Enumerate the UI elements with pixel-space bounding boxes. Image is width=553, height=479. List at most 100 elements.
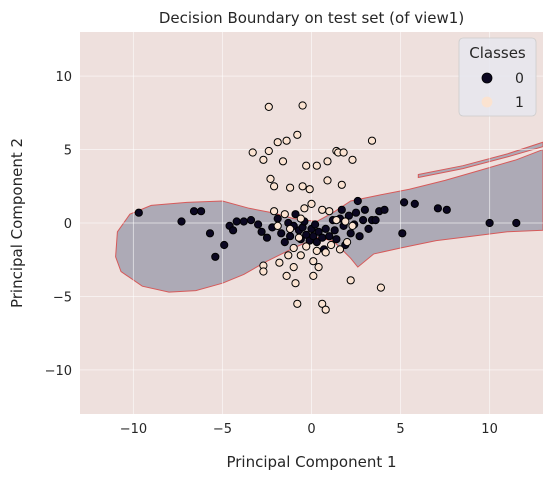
point-class-1 — [343, 238, 352, 247]
point-class-1 — [321, 305, 330, 314]
point-class-0 — [211, 252, 220, 261]
point-class-1 — [341, 217, 350, 226]
point-class-1 — [264, 146, 273, 156]
point-class-1 — [284, 251, 293, 260]
point-class-0 — [321, 224, 330, 233]
x-tick-label: 10 — [481, 422, 498, 437]
point-class-0 — [344, 211, 353, 220]
legend-label-class-1: 1 — [515, 95, 524, 111]
legend-title: Classes — [469, 44, 526, 62]
point-class-1 — [325, 207, 334, 216]
point-class-1 — [309, 271, 318, 280]
point-class-1 — [270, 207, 279, 216]
point-class-1 — [348, 155, 357, 164]
point-class-0 — [337, 205, 346, 214]
scatter-points — [134, 101, 521, 314]
y-tick-label: −10 — [45, 364, 72, 379]
legend-label-class-0: 0 — [515, 71, 524, 87]
point-class-1 — [296, 214, 305, 223]
x-tick-label: 5 — [396, 422, 404, 437]
point-class-1 — [248, 148, 257, 157]
point-class-0 — [314, 227, 323, 236]
point-class-1 — [318, 205, 327, 214]
point-class-0 — [400, 198, 409, 207]
point-class-1 — [339, 148, 348, 157]
legend: Classes 0 1 — [458, 37, 537, 117]
point-class-0 — [189, 207, 199, 216]
y-axis-label: Principal Component 2 — [8, 138, 26, 308]
point-class-1 — [286, 224, 295, 233]
point-class-1 — [273, 138, 282, 147]
point-class-0 — [291, 210, 300, 219]
point-class-1 — [289, 243, 298, 253]
point-class-0 — [371, 216, 380, 225]
point-class-1 — [332, 216, 341, 225]
point-class-1 — [305, 185, 314, 194]
point-class-1 — [314, 263, 323, 272]
class-0-region-sliver — [417, 141, 543, 179]
point-class-0 — [330, 226, 339, 235]
point-class-0 — [360, 205, 369, 214]
point-class-0 — [398, 229, 407, 238]
legend-marker-class-1 — [481, 96, 493, 108]
point-class-1 — [282, 271, 291, 280]
point-class-0 — [286, 232, 295, 241]
point-class-0 — [134, 208, 143, 217]
point-class-0 — [277, 229, 286, 238]
x-tick-label: 0 — [307, 422, 315, 437]
point-class-0 — [280, 238, 289, 247]
point-class-0 — [197, 207, 206, 216]
point-class-1 — [286, 183, 295, 192]
point-class-1 — [312, 161, 321, 170]
point-class-0 — [262, 233, 272, 242]
point-class-0 — [254, 220, 263, 229]
point-class-1 — [273, 221, 282, 230]
point-class-1 — [259, 155, 268, 164]
point-class-1 — [293, 299, 302, 308]
point-class-0 — [177, 217, 186, 226]
point-class-1 — [323, 176, 332, 185]
point-class-1 — [318, 299, 327, 308]
point-class-0 — [232, 217, 241, 226]
point-class-1 — [282, 136, 291, 145]
point-class-1 — [337, 180, 346, 189]
point-class-1 — [346, 276, 355, 285]
point-class-0 — [355, 232, 364, 241]
point-class-0 — [312, 238, 321, 247]
point-class-1 — [264, 102, 273, 112]
point-class-0 — [309, 232, 318, 241]
point-class-1 — [312, 246, 321, 255]
point-class-1 — [298, 182, 307, 191]
point-class-0 — [229, 226, 238, 235]
point-class-1 — [300, 204, 309, 213]
point-class-0 — [239, 217, 248, 226]
point-class-0 — [318, 233, 327, 242]
point-class-1 — [323, 157, 332, 166]
point-class-0 — [325, 232, 334, 241]
y-tick-label: 10 — [55, 70, 72, 85]
point-class-0 — [246, 216, 256, 225]
point-class-1 — [307, 199, 316, 208]
x-tick-label: −5 — [213, 422, 232, 437]
point-class-0 — [433, 204, 442, 213]
point-class-0 — [380, 205, 389, 214]
point-class-1 — [275, 258, 284, 267]
y-tick-label: 5 — [64, 144, 72, 159]
point-class-0 — [410, 199, 419, 208]
point-class-1 — [302, 242, 311, 251]
chart-title: Decision Boundary on test set (of view1) — [159, 9, 464, 27]
point-class-1 — [309, 257, 318, 266]
point-class-1 — [294, 233, 304, 242]
point-class-1 — [298, 101, 307, 110]
point-class-0 — [311, 220, 320, 229]
point-class-1 — [367, 136, 377, 145]
point-class-1 — [296, 251, 305, 260]
point-class-0 — [353, 196, 362, 206]
point-class-0 — [220, 240, 229, 250]
x-axis-label: Principal Component 1 — [226, 453, 396, 471]
point-class-1 — [259, 267, 268, 276]
point-class-1 — [278, 157, 288, 166]
point-class-0 — [273, 214, 282, 223]
legend-marker-class-0 — [481, 72, 493, 84]
point-class-0 — [442, 205, 451, 214]
